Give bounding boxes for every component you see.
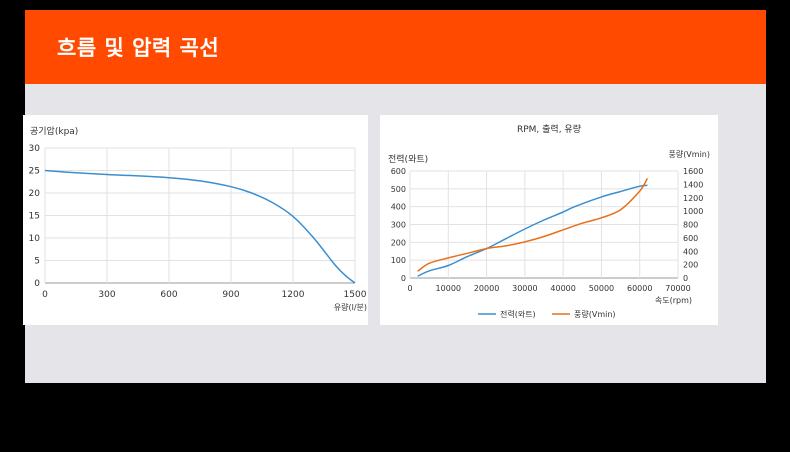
x-tick-label: 300 xyxy=(98,290,115,300)
x-tick-label: 70000 xyxy=(665,284,690,293)
y2-tick-label: 200 xyxy=(683,261,698,270)
x-tick-label: 40000 xyxy=(550,284,575,293)
y2-tick-label: 400 xyxy=(683,247,698,256)
y-tick-label: 25 xyxy=(29,167,40,177)
x-tick-label: 30000 xyxy=(512,284,537,293)
y-tick-label: 400 xyxy=(391,203,406,212)
y-tick-label: 30 xyxy=(29,144,41,154)
x-tick-label: 0 xyxy=(407,284,412,293)
y-tick-label: 200 xyxy=(391,238,406,247)
y-tick-label: 15 xyxy=(29,212,40,222)
y-tick-label: 0 xyxy=(401,274,406,283)
x-tick-label: 10000 xyxy=(436,284,461,293)
y-tick-label: 20 xyxy=(29,189,41,199)
y-axis-label: 전력(와트) xyxy=(388,153,428,165)
y-tick-label: 10 xyxy=(29,234,41,244)
y2-axis-label: 풍량(Vmin) xyxy=(668,149,710,159)
banner-title: 흐름 및 압력 곡선 xyxy=(57,36,220,60)
y-tick-label: 600 xyxy=(391,167,406,176)
legend-label: 전력(와트) xyxy=(500,309,536,319)
x-axis-label: 유량(l/분) xyxy=(334,302,367,312)
x-tick-label: 20000 xyxy=(474,284,499,293)
legend-label: 풍량(Vmin) xyxy=(574,309,616,319)
x-tick-label: 0 xyxy=(42,290,48,300)
banner: 흐름 및 압력 곡선 xyxy=(25,10,766,84)
x-tick-label: 900 xyxy=(222,290,239,300)
y2-tick-label: 1000 xyxy=(683,207,703,216)
pressure-chart-panel: 0 5 10 15 20 25 30 0 300 600 900 1200 1500 공기압(kpa) 유량… xyxy=(23,115,368,325)
y2-tick-label: 0 xyxy=(683,274,688,283)
y-tick-label: 100 xyxy=(391,256,406,265)
y2-tick-label: 1200 xyxy=(683,194,703,203)
rpm-chart-panel: RPM, 출력, 유량 0 100 200 300 400 500 600 0 200 400 600… xyxy=(380,115,718,325)
y2-tick-label: 600 xyxy=(683,234,698,243)
series-line xyxy=(417,184,648,277)
x-tick-label: 60000 xyxy=(627,284,652,293)
y-tick-label: 500 xyxy=(391,185,406,194)
x-axis-label: 속도(rpm) xyxy=(655,296,692,305)
y-tick-label: 0 xyxy=(34,279,40,289)
y-axis-label: 공기압(kpa) xyxy=(30,125,78,137)
rpm-power-flow-chart: RPM, 출력, 유량 0 100 200 300 400 500 600 0 200 400 600… xyxy=(388,123,710,319)
y2-tick-label: 800 xyxy=(683,221,698,230)
x-tick-label: 1200 xyxy=(282,290,305,300)
y2-tick-label: 1400 xyxy=(683,180,703,189)
x-tick-label: 1500 xyxy=(344,290,367,300)
y-tick-label: 5 xyxy=(34,257,40,267)
y2-tick-label: 1600 xyxy=(683,167,703,176)
y-tick-label: 300 xyxy=(391,221,406,230)
x-tick-label: 50000 xyxy=(589,284,614,293)
series-line xyxy=(417,178,649,272)
series-line xyxy=(44,169,356,284)
chart-title: RPM, 출력, 유량 xyxy=(517,123,581,135)
x-tick-label: 600 xyxy=(160,290,177,300)
